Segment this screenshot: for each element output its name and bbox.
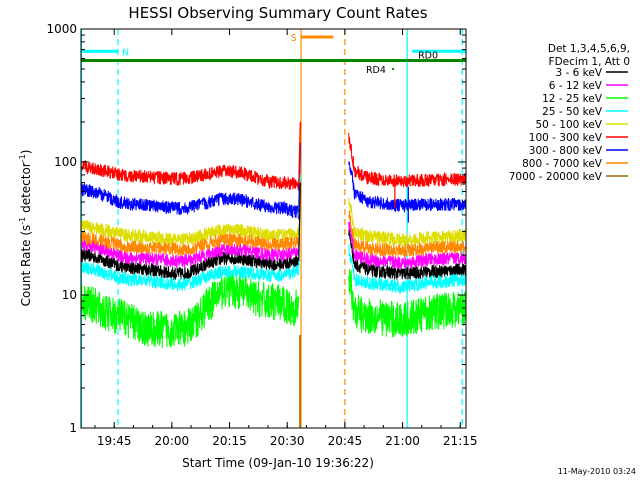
- legend-entry: 300 - 800 keV: [529, 145, 603, 157]
- series-line: [81, 229, 300, 257]
- chart-title: HESSI Observing Summary Count Rates: [128, 4, 427, 22]
- series-line: [81, 248, 300, 280]
- vertical-marker-lines: [80, 29, 463, 428]
- flag-label: RD4: [366, 65, 386, 76]
- series-line: [348, 244, 466, 294]
- x-tick-label: 21:15: [443, 434, 478, 448]
- x-tick-label: 20:45: [328, 434, 363, 448]
- x-tick-label: 20:30: [270, 434, 305, 448]
- legend-entry: 50 - 100 keV: [535, 119, 602, 131]
- series-line: [348, 229, 466, 280]
- series-line: [348, 161, 466, 214]
- series-line: [348, 221, 466, 270]
- flare-rise-line: [298, 182, 301, 262]
- flag-label: S: [291, 33, 297, 44]
- legend: Det 1,3,4,5,6,9,FDecim 1, Att 03 - 6 keV…: [509, 43, 630, 183]
- legend-header: FDecim 1, Att 0: [549, 56, 630, 68]
- legend-entry: 12 - 25 keV: [542, 93, 603, 105]
- y-tick-label: 100: [54, 155, 77, 169]
- legend-entry: 7000 - 20000 keV: [509, 171, 603, 183]
- series-line: [81, 261, 300, 293]
- series-line: [348, 210, 466, 258]
- y-axis-label: Count Rate (s-1 detector-1): [18, 150, 33, 307]
- legend-entry: 100 - 300 keV: [529, 132, 603, 144]
- y-tick-label: 1: [69, 421, 77, 435]
- timestamp: 11-May-2010 03:24: [558, 467, 636, 476]
- series-line: [348, 132, 466, 188]
- x-tick-label: 19:45: [97, 434, 132, 448]
- x-axis-ticks: 19:45 20:00 20:15 20:30 20:45 21:00 21:15: [94, 29, 478, 448]
- series-line: [81, 159, 300, 191]
- flag-bars: N S RD0 RD4: [81, 33, 466, 76]
- x-tick-label: 20:00: [155, 434, 190, 448]
- series-line: [348, 197, 466, 247]
- series-group: [81, 132, 466, 349]
- series-line: [81, 271, 300, 349]
- x-tick-label: 20:15: [212, 434, 247, 448]
- series-line: [81, 219, 300, 246]
- y-axis-ticks: 1 10 100 1000: [46, 22, 466, 435]
- legend-entry: 3 - 6 keV: [555, 67, 602, 79]
- flag-label: RD0: [418, 50, 438, 61]
- flare-spike-group: [298, 121, 409, 428]
- series-line: [81, 237, 300, 270]
- y-tick-label: 1000: [46, 22, 77, 36]
- flare-rise-line: [298, 121, 301, 185]
- x-tick-label: 21:00: [385, 434, 420, 448]
- series-line: [81, 182, 300, 220]
- series-line: [348, 268, 466, 338]
- plot-frame: [80, 28, 467, 429]
- flag-label: N: [122, 47, 129, 58]
- legend-header: Det 1,3,4,5,6,9,: [548, 43, 630, 55]
- legend-entry: 800 - 7000 keV: [522, 158, 603, 170]
- y-tick-label: 10: [62, 288, 77, 302]
- x-axis-label: Start Time (09-Jan-10 19:36:22): [182, 456, 374, 470]
- legend-entry: 25 - 50 keV: [542, 106, 603, 118]
- legend-entry: 6 - 12 keV: [549, 80, 603, 92]
